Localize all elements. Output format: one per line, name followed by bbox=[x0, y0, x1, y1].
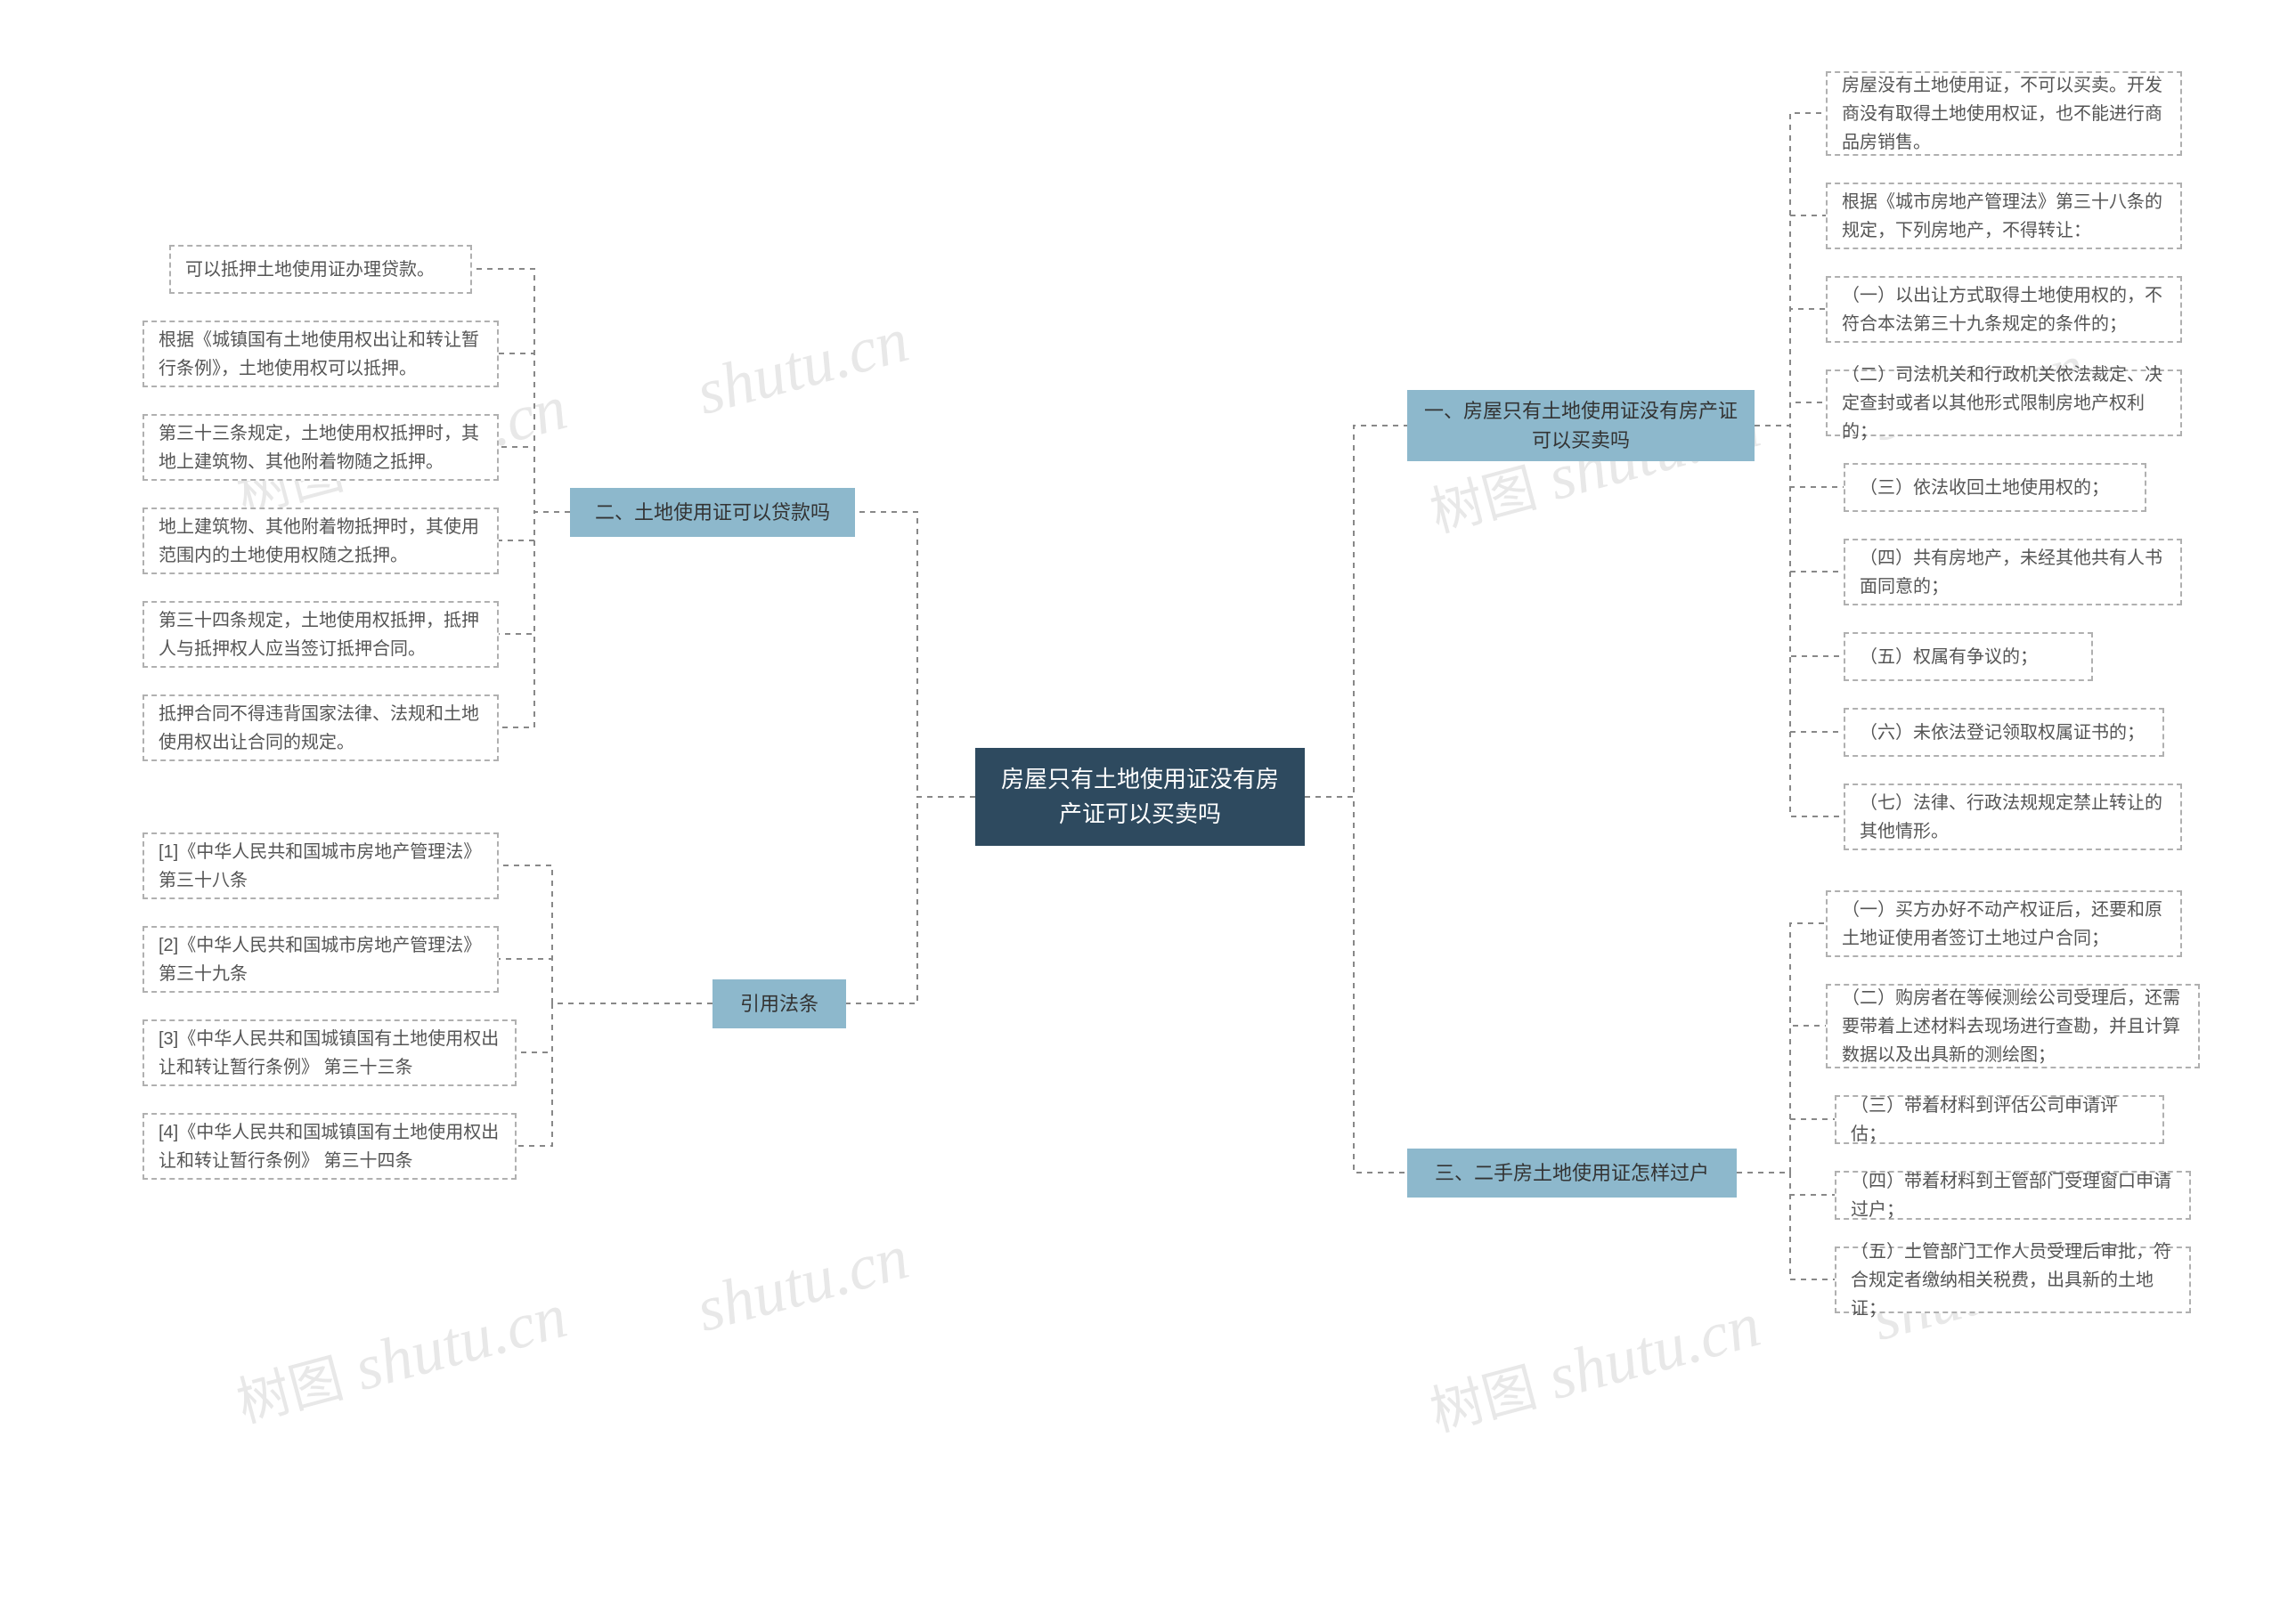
leaf-node: （六）未依法登记领取权属证书的； bbox=[1844, 708, 2164, 757]
leaf-node: 可以抵押土地使用证办理贷款。 bbox=[169, 245, 472, 294]
branch-3-label: 三、二手房土地使用证怎样过户 bbox=[1435, 1158, 1709, 1188]
mindmap-container: 房屋只有土地使用证没有房产证可以买卖吗 一、房屋只有土地使用证没有房产证可以买卖… bbox=[0, 0, 2280, 1624]
leaf-node: （一）以出让方式取得土地使用权的，不符合本法第三十九条规定的条件的； bbox=[1826, 276, 2182, 343]
leaf-node: 地上建筑物、其他附着物抵押时，其使用范围内的土地使用权随之抵押。 bbox=[142, 508, 499, 574]
leaf-text: [1]《中华人民共和国城市房地产管理法》 第三十八条 bbox=[159, 838, 483, 895]
center-node: 房屋只有土地使用证没有房产证可以买卖吗 bbox=[975, 748, 1305, 846]
branch-3: 三、二手房土地使用证怎样过户 bbox=[1407, 1149, 1737, 1198]
leaf-node: [4]《中华人民共和国城镇国有土地使用权出让和转让暂行条例》 第三十四条 bbox=[142, 1113, 517, 1180]
leaf-node: （五）权属有争议的； bbox=[1844, 632, 2093, 681]
leaf-text: 根据《城市房地产管理法》第三十八条的规定，下列房地产，不得转让： bbox=[1842, 188, 2166, 245]
branch-2: 二、土地使用证可以贷款吗 bbox=[570, 488, 855, 537]
leaf-text: （五）权属有争议的； bbox=[1860, 643, 2038, 671]
leaf-node: （二）购房者在等候测绘公司受理后，还需要带着上述材料去现场进行查勘，并且计算数据… bbox=[1826, 984, 2200, 1068]
leaf-node: （七）法律、行政法规规定禁止转让的其他情形。 bbox=[1844, 784, 2182, 850]
leaf-text: 抵押合同不得违背国家法律、法规和土地使用权出让合同的规定。 bbox=[159, 700, 483, 757]
leaf-text: 地上建筑物、其他附着物抵押时，其使用范围内的土地使用权随之抵押。 bbox=[159, 513, 483, 570]
leaf-text: [3]《中华人民共和国城镇国有土地使用权出让和转让暂行条例》 第三十三条 bbox=[159, 1025, 501, 1082]
center-label: 房屋只有土地使用证没有房产证可以买卖吗 bbox=[993, 762, 1287, 832]
leaf-text: （二）司法机关和行政机关依法裁定、决定查封或者以其他形式限制房地产权利的； bbox=[1842, 361, 2166, 446]
leaf-node: [3]《中华人民共和国城镇国有土地使用权出让和转让暂行条例》 第三十三条 bbox=[142, 1019, 517, 1086]
leaf-node: （四）共有房地产，未经其他共有人书面同意的； bbox=[1844, 539, 2182, 605]
leaf-text: [4]《中华人民共和国城镇国有土地使用权出让和转让暂行条例》 第三十四条 bbox=[159, 1118, 501, 1175]
leaf-text: [2]《中华人民共和国城市房地产管理法》 第三十九条 bbox=[159, 931, 483, 988]
leaf-text: （四）共有房地产，未经其他共有人书面同意的； bbox=[1860, 544, 2166, 601]
leaf-node: （四）带着材料到土管部门受理窗口申请过户； bbox=[1835, 1171, 2191, 1220]
leaf-node: （三）带着材料到评估公司申请评估； bbox=[1835, 1095, 2164, 1144]
leaf-text: 根据《城镇国有土地使用权出让和转让暂行条例》，土地使用权可以抵押。 bbox=[159, 326, 483, 383]
leaf-text: 可以抵押土地使用证办理贷款。 bbox=[185, 256, 435, 284]
branch-4: 引用法条 bbox=[712, 979, 846, 1028]
leaf-node: （三）依法收回土地使用权的； bbox=[1844, 463, 2146, 512]
leaf-node: （二）司法机关和行政机关依法裁定、决定查封或者以其他形式限制房地产权利的； bbox=[1826, 369, 2182, 436]
leaf-text: （三）依法收回土地使用权的； bbox=[1860, 474, 2109, 502]
leaf-text: （六）未依法登记领取权属证书的； bbox=[1860, 719, 2145, 747]
leaf-text: 第三十四条规定，土地使用权抵押，抵押人与抵押权人应当签订抵押合同。 bbox=[159, 606, 483, 663]
leaf-text: 房屋没有土地使用证，不可以买卖。开发商没有取得土地使用权证，也不能进行商品房销售… bbox=[1842, 71, 2166, 157]
leaf-text: （二）购房者在等候测绘公司受理后，还需要带着上述材料去现场进行查勘，并且计算数据… bbox=[1842, 984, 2184, 1069]
branch-4-label: 引用法条 bbox=[740, 989, 818, 1019]
leaf-text: （三）带着材料到评估公司申请评估； bbox=[1851, 1092, 2148, 1149]
leaf-node: 房屋没有土地使用证，不可以买卖。开发商没有取得土地使用权证，也不能进行商品房销售… bbox=[1826, 71, 2182, 156]
leaf-node: [2]《中华人民共和国城市房地产管理法》 第三十九条 bbox=[142, 926, 499, 993]
leaf-node: 第三十三条规定，土地使用权抵押时，其地上建筑物、其他附着物随之抵押。 bbox=[142, 414, 499, 481]
leaf-text: （一）买方办好不动产权证后，还要和原土地证使用者签订土地过户合同； bbox=[1842, 896, 2166, 953]
leaf-node: 抵押合同不得违背国家法律、法规和土地使用权出让合同的规定。 bbox=[142, 694, 499, 761]
leaf-node: 根据《城市房地产管理法》第三十八条的规定，下列房地产，不得转让： bbox=[1826, 183, 2182, 249]
leaf-text: （一）以出让方式取得土地使用权的，不符合本法第三十九条规定的条件的； bbox=[1842, 281, 2166, 338]
leaf-text: （七）法律、行政法规规定禁止转让的其他情形。 bbox=[1860, 789, 2166, 846]
leaf-text: （五）土管部门工作人员受理后审批，符合规定者缴纳相关税费，出具新的土地证； bbox=[1851, 1238, 2175, 1323]
leaf-node: （一）买方办好不动产权证后，还要和原土地证使用者签订土地过户合同； bbox=[1826, 890, 2182, 957]
branch-2-label: 二、土地使用证可以贷款吗 bbox=[595, 498, 830, 527]
leaf-text: （四）带着材料到土管部门受理窗口申请过户； bbox=[1851, 1167, 2175, 1224]
branch-1: 一、房屋只有土地使用证没有房产证可以买卖吗 bbox=[1407, 390, 1755, 461]
leaf-text: 第三十三条规定，土地使用权抵押时，其地上建筑物、其他附着物随之抵押。 bbox=[159, 419, 483, 476]
leaf-node: （五）土管部门工作人员受理后审批，符合规定者缴纳相关税费，出具新的土地证； bbox=[1835, 1246, 2191, 1313]
leaf-node: 根据《城镇国有土地使用权出让和转让暂行条例》，土地使用权可以抵押。 bbox=[142, 321, 499, 387]
leaf-node: [1]《中华人民共和国城市房地产管理法》 第三十八条 bbox=[142, 832, 499, 899]
branch-1-label: 一、房屋只有土地使用证没有房产证可以买卖吗 bbox=[1423, 396, 1738, 455]
leaf-node: 第三十四条规定，土地使用权抵押，抵押人与抵押权人应当签订抵押合同。 bbox=[142, 601, 499, 668]
